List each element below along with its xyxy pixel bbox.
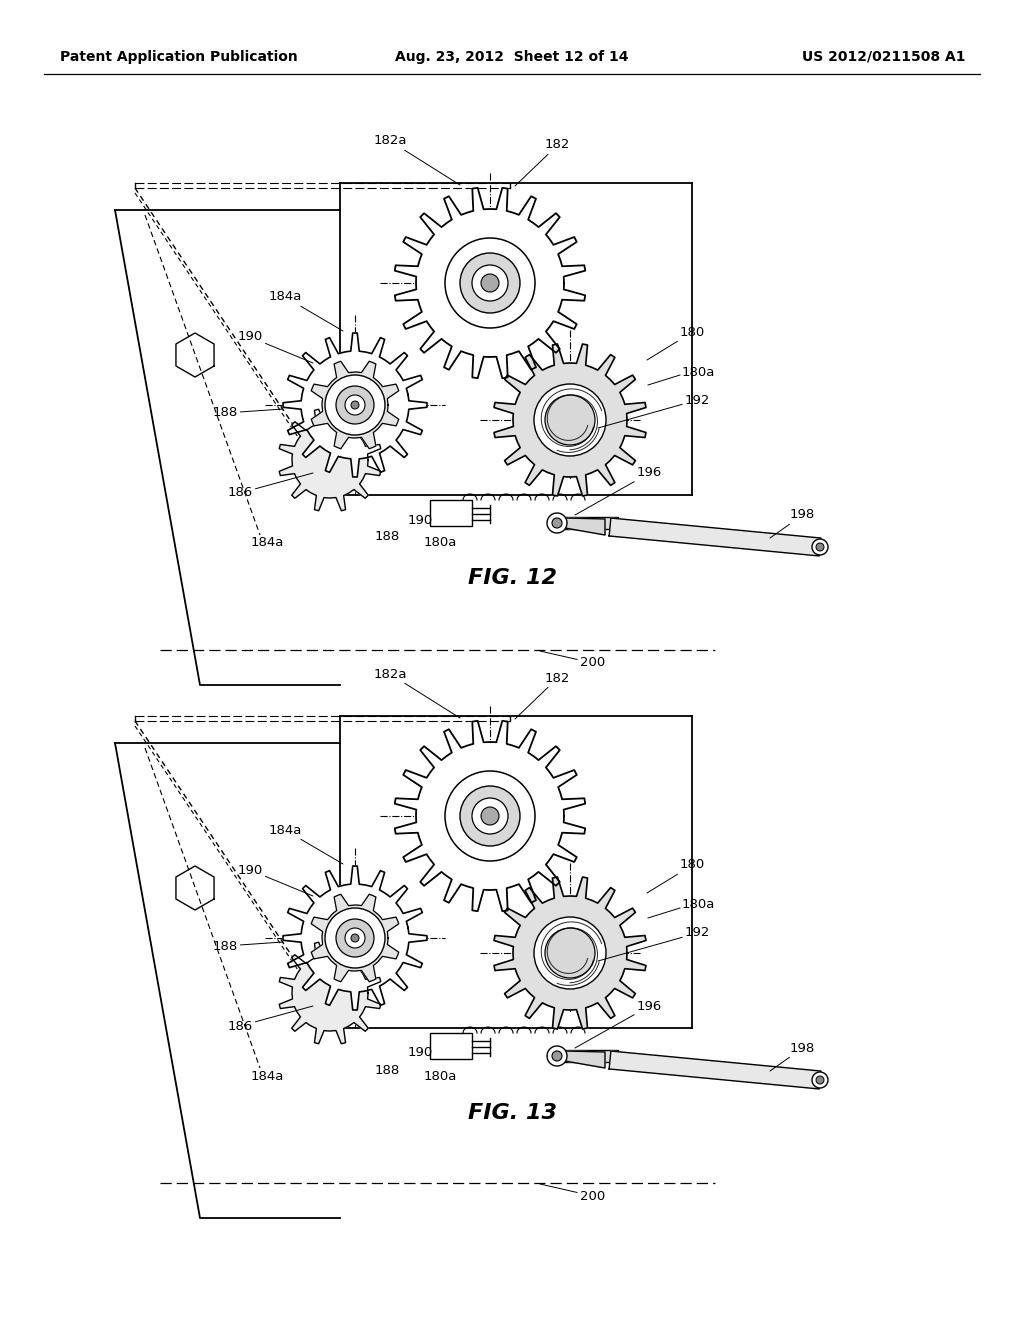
Text: 182: 182 (515, 139, 570, 186)
Text: 192: 192 (598, 393, 711, 428)
Text: 184a: 184a (250, 536, 284, 549)
Text: US 2012/0211508 A1: US 2012/0211508 A1 (802, 50, 965, 63)
Polygon shape (283, 333, 427, 477)
Circle shape (472, 799, 508, 834)
Circle shape (812, 1072, 828, 1088)
Text: FIG. 12: FIG. 12 (468, 568, 556, 587)
Circle shape (345, 928, 365, 948)
Circle shape (552, 517, 562, 528)
Text: 180a: 180a (682, 899, 716, 912)
Circle shape (351, 935, 359, 942)
Text: 198: 198 (770, 1041, 815, 1071)
Circle shape (445, 771, 535, 861)
Circle shape (445, 238, 535, 327)
Text: 198: 198 (770, 508, 815, 539)
Circle shape (552, 1051, 562, 1061)
Text: 180a: 180a (423, 1069, 457, 1082)
Text: 190: 190 (408, 513, 432, 527)
Text: 196: 196 (575, 466, 663, 515)
Text: 180a: 180a (423, 536, 457, 549)
Text: 200: 200 (540, 1184, 605, 1203)
Text: 180: 180 (647, 858, 706, 894)
Polygon shape (609, 517, 821, 556)
Circle shape (545, 395, 595, 445)
Text: 186: 186 (227, 1006, 313, 1032)
Text: 180: 180 (647, 326, 706, 360)
Text: 184a: 184a (250, 1069, 284, 1082)
Circle shape (816, 1076, 824, 1084)
Circle shape (351, 401, 359, 409)
Text: 190: 190 (238, 330, 313, 363)
Text: 182a: 182a (374, 668, 460, 718)
Text: 192: 192 (598, 927, 711, 961)
Circle shape (345, 395, 365, 414)
Text: 188: 188 (375, 531, 399, 544)
Circle shape (534, 917, 606, 989)
Circle shape (325, 908, 385, 968)
Polygon shape (280, 942, 381, 1044)
Text: 196: 196 (575, 999, 663, 1048)
Polygon shape (311, 362, 398, 449)
Polygon shape (280, 409, 381, 511)
Bar (557, 517, 618, 529)
Polygon shape (283, 866, 427, 1010)
Bar (430, 500, 472, 525)
Text: 188: 188 (212, 407, 283, 420)
Text: 184a: 184a (268, 824, 343, 865)
Polygon shape (395, 721, 585, 911)
Text: 200: 200 (540, 651, 605, 669)
Text: 184a: 184a (268, 290, 343, 331)
Circle shape (481, 275, 499, 292)
Circle shape (812, 539, 828, 554)
Polygon shape (609, 1051, 821, 1089)
Polygon shape (311, 894, 398, 982)
Text: Patent Application Publication: Patent Application Publication (60, 50, 298, 63)
Bar (430, 1034, 472, 1059)
Text: 180a: 180a (682, 366, 716, 379)
Polygon shape (395, 187, 585, 379)
Text: 182a: 182a (374, 135, 460, 185)
Circle shape (336, 385, 374, 424)
Text: Aug. 23, 2012  Sheet 12 of 14: Aug. 23, 2012 Sheet 12 of 14 (395, 50, 629, 63)
Polygon shape (494, 876, 646, 1030)
Circle shape (472, 265, 508, 301)
Circle shape (460, 253, 520, 313)
Circle shape (547, 1045, 567, 1067)
Polygon shape (494, 345, 646, 496)
Text: 188: 188 (375, 1064, 399, 1077)
Text: 186: 186 (227, 473, 313, 499)
Text: 190: 190 (408, 1047, 432, 1060)
Polygon shape (565, 517, 605, 535)
Circle shape (545, 928, 595, 978)
Circle shape (534, 384, 606, 455)
Text: 182: 182 (515, 672, 570, 719)
Circle shape (325, 375, 385, 436)
Text: FIG. 13: FIG. 13 (468, 1104, 556, 1123)
Circle shape (460, 785, 520, 846)
Bar (557, 1049, 618, 1063)
Circle shape (481, 807, 499, 825)
Polygon shape (565, 1051, 605, 1068)
Text: 190: 190 (238, 863, 313, 896)
Text: 188: 188 (212, 940, 283, 953)
Circle shape (547, 513, 567, 533)
Circle shape (336, 919, 374, 957)
Circle shape (816, 543, 824, 550)
